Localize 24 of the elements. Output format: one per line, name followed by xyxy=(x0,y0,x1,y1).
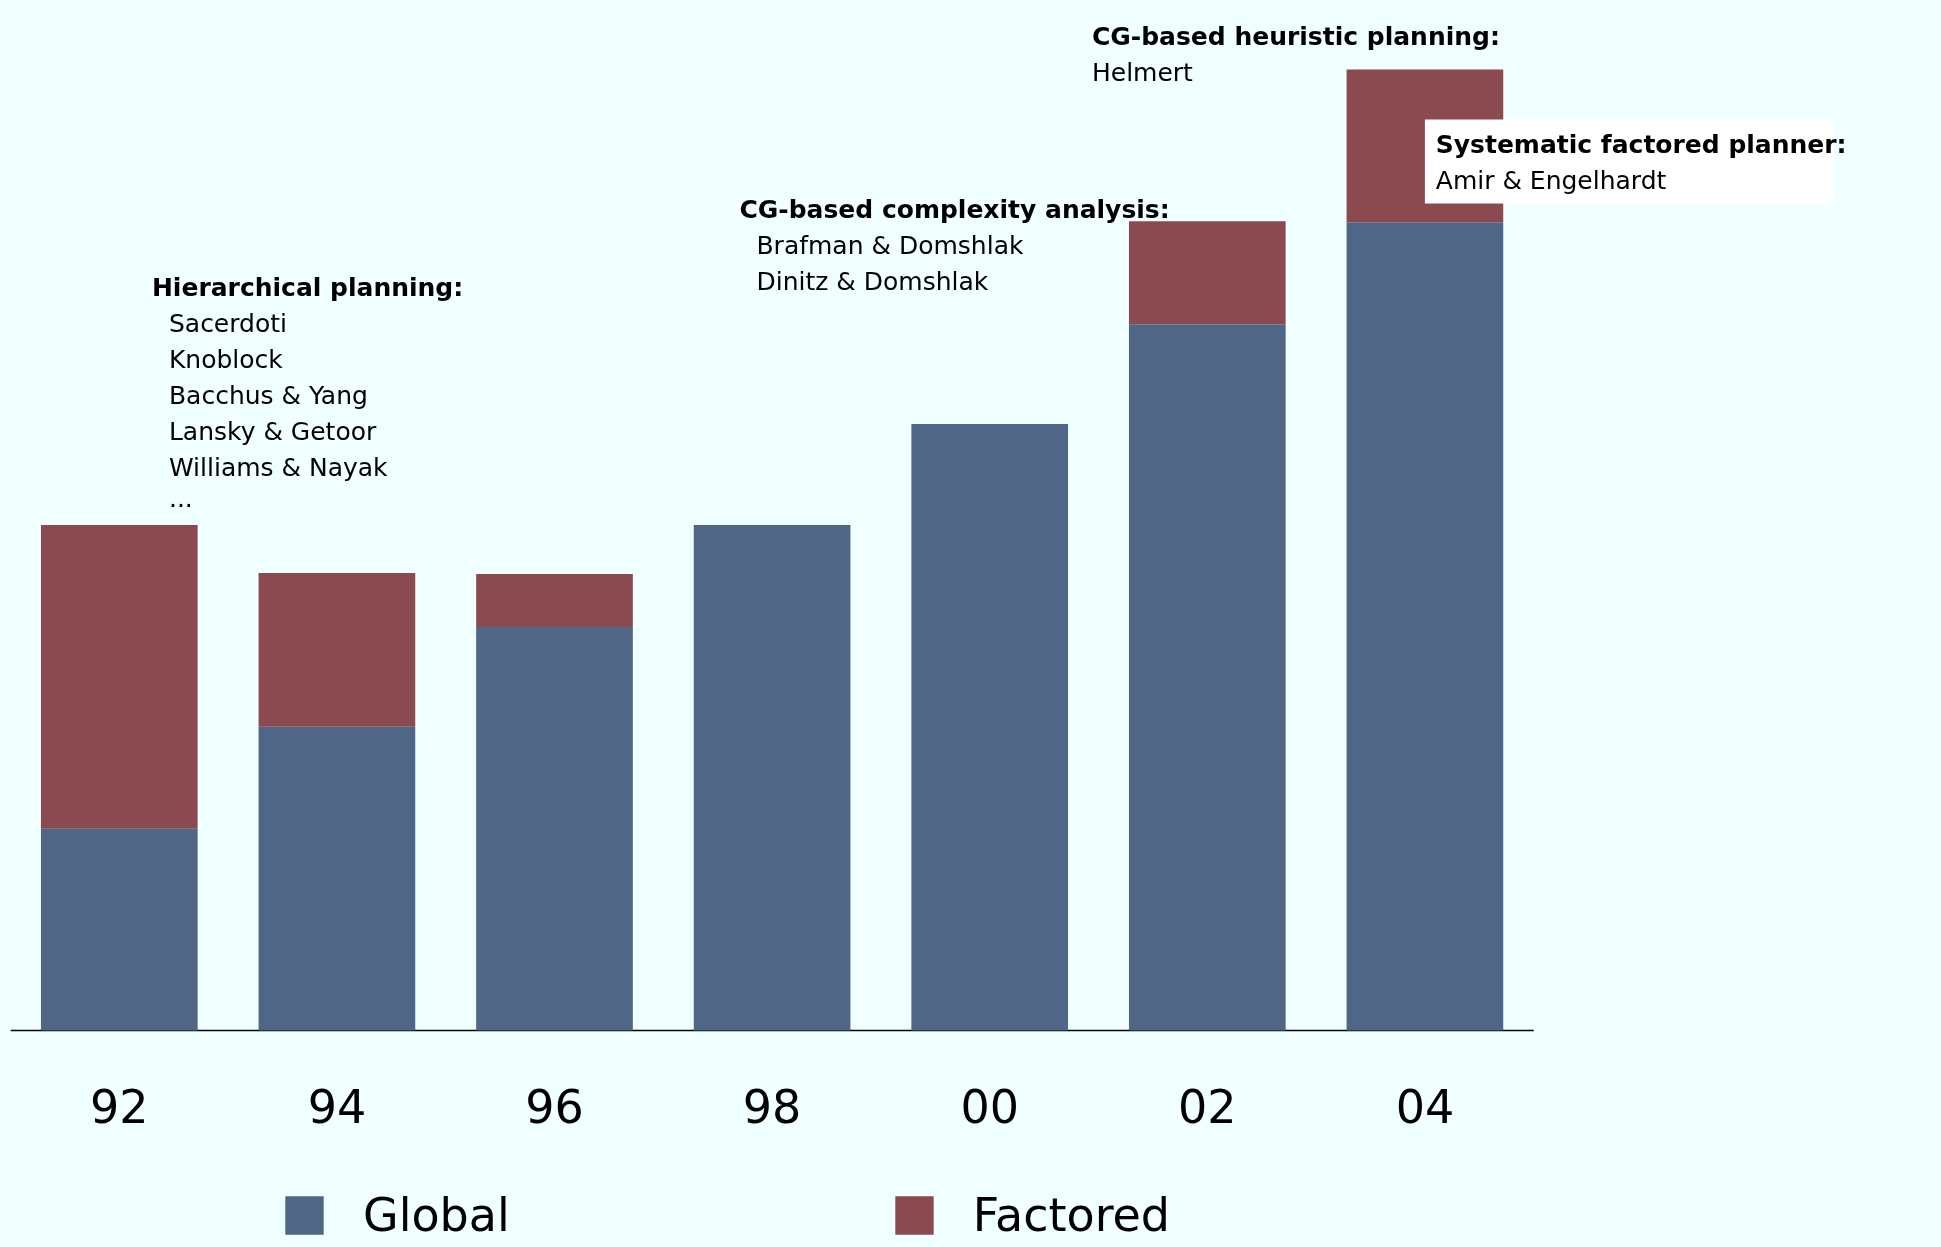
bar xyxy=(40,525,198,829)
bar xyxy=(1128,324,1286,1031)
annotation: CG-based heuristic planning: Helmert xyxy=(1091,21,1500,87)
annotation: Systematic factored planner: Amir & Engelhardt xyxy=(1435,129,1847,195)
x-tick-label: 98 xyxy=(742,1079,802,1134)
legend-label: Factored xyxy=(972,1188,1171,1242)
x-tick-label: 96 xyxy=(525,1079,584,1134)
bar xyxy=(476,574,633,627)
x-tick-label: 04 xyxy=(1395,1079,1455,1134)
bar xyxy=(911,424,1069,1031)
bar xyxy=(693,525,851,1031)
x-tick-label: 94 xyxy=(307,1079,367,1134)
annotation: CG-based complexity analysis: Brafman & Domshlak Dinitz & Domshlak xyxy=(739,194,1170,296)
bar xyxy=(40,828,198,1031)
annotation: Hierarchical planning: Sacerdoti Knoblock Bacchus & Yang Lansky & Getoor Williams & Nayak ... xyxy=(151,272,464,513)
bar xyxy=(1128,221,1286,325)
x-tick-label: 92 xyxy=(90,1079,149,1134)
bar xyxy=(1346,222,1504,1031)
bar xyxy=(258,573,416,727)
legend-label: Global xyxy=(363,1188,510,1242)
bar xyxy=(476,626,633,1031)
bar xyxy=(258,726,416,1031)
x-tick-label: 00 xyxy=(960,1079,1019,1134)
x-tick-label: 02 xyxy=(1178,1079,1237,1134)
